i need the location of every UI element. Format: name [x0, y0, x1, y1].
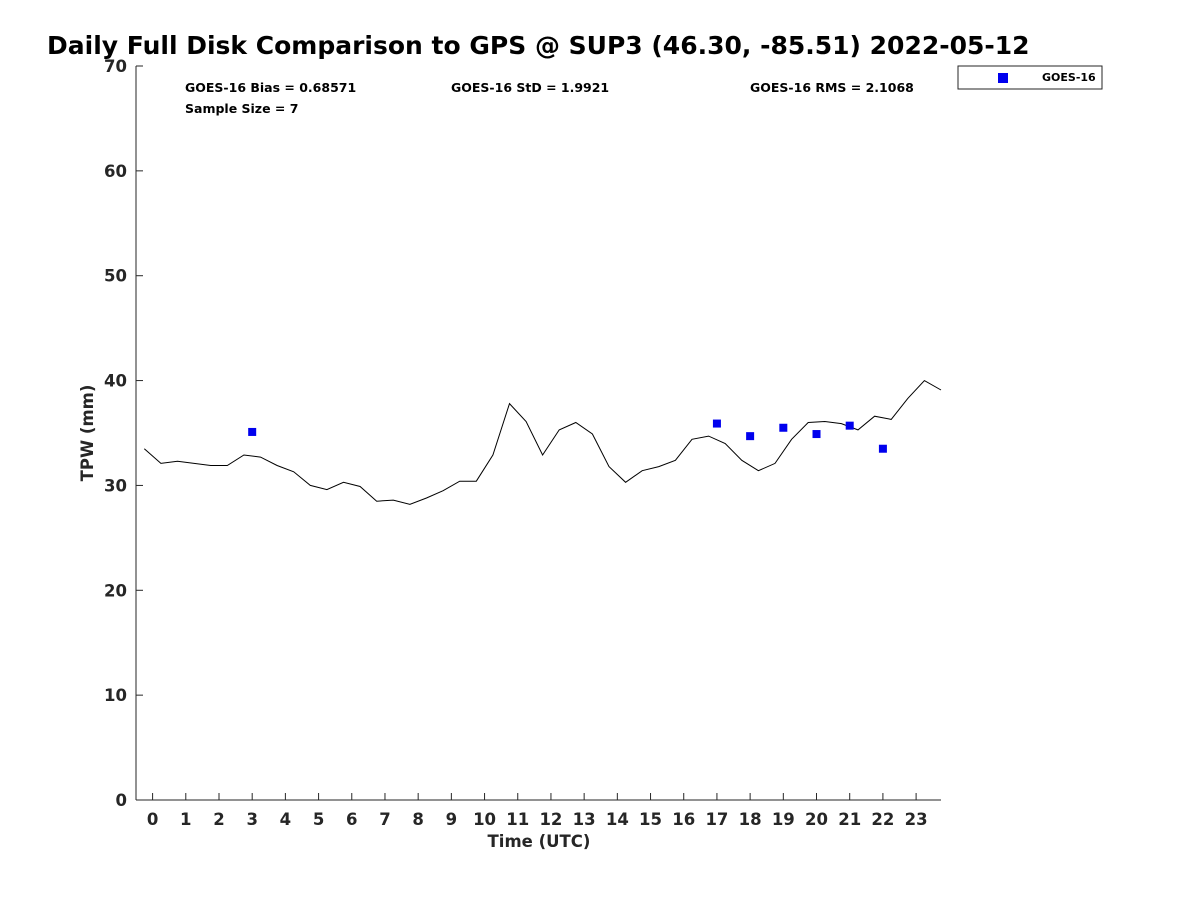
x-tick-label: 10 — [473, 810, 496, 829]
x-tick-label: 4 — [280, 810, 291, 829]
y-tick-label: 0 — [116, 791, 127, 810]
goes16-point — [248, 427, 257, 436]
rms-stat: GOES-16 RMS = 2.1068 — [750, 80, 914, 95]
legend-label: GOES-16 — [1042, 71, 1096, 84]
x-tick-label: 17 — [705, 810, 728, 829]
x-axis-ticks: 0 1 2 3 4 5 6 7 8 9 10 11 12 13 14 15 16 17 18 19 20 21 22 23 — [147, 793, 928, 829]
goes16-point — [779, 423, 788, 432]
legend-marker-square — [998, 73, 1008, 83]
y-axis-ticks: 0 10 20 30 40 50 60 70 — [104, 57, 143, 810]
legend-box — [957, 65, 1103, 90]
sample-size-stat: Sample Size = 7 — [185, 101, 298, 116]
y-tick-label: 30 — [104, 476, 127, 495]
x-tick-label: 5 — [313, 810, 324, 829]
y-tick-label: 10 — [104, 686, 127, 705]
goes16-point — [746, 432, 755, 441]
x-tick-label: 23 — [905, 810, 928, 829]
goes16-point — [812, 430, 821, 439]
x-tick-label: 8 — [412, 810, 423, 829]
x-tick-label: 3 — [246, 810, 257, 829]
x-tick-label: 9 — [446, 810, 457, 829]
goes16-point — [712, 419, 721, 428]
x-tick-label: 20 — [805, 810, 828, 829]
chart-title: Daily Full Disk Comparison to GPS @ SUP3… — [47, 31, 1030, 60]
x-tick-label: 12 — [539, 810, 562, 829]
std-stat: GOES-16 StD = 1.9921 — [451, 80, 609, 95]
legend: GOES-16 — [957, 65, 1103, 90]
x-tick-label: 15 — [639, 810, 662, 829]
x-tick-label: 16 — [672, 810, 695, 829]
x-tick-label: 22 — [871, 810, 894, 829]
y-tick-label: 50 — [104, 267, 127, 286]
goes16-point — [845, 421, 854, 430]
x-tick-label: 18 — [739, 810, 762, 829]
x-tick-label: 11 — [506, 810, 529, 829]
gps-tpw-line — [143, 379, 942, 505]
x-tick-label: 21 — [838, 810, 861, 829]
x-tick-label: 7 — [379, 810, 390, 829]
x-axis-label: Time (UTC) — [488, 832, 591, 851]
x-tick-label: 0 — [147, 810, 158, 829]
y-tick-label: 40 — [104, 372, 127, 391]
bias-stat: GOES-16 Bias = 0.68571 — [185, 80, 356, 95]
y-axis-label: TPW (mm) — [78, 385, 97, 482]
x-tick-label: 1 — [180, 810, 191, 829]
x-tick-label: 19 — [772, 810, 795, 829]
y-tick-label: 20 — [104, 581, 127, 600]
x-tick-label: 2 — [213, 810, 224, 829]
x-tick-label: 13 — [573, 810, 596, 829]
goes16-point — [878, 444, 887, 453]
y-tick-label: 70 — [104, 57, 127, 76]
x-tick-label: 14 — [606, 810, 629, 829]
x-tick-label: 6 — [346, 810, 357, 829]
y-tick-label: 60 — [104, 162, 127, 181]
series-layer — [143, 379, 942, 505]
